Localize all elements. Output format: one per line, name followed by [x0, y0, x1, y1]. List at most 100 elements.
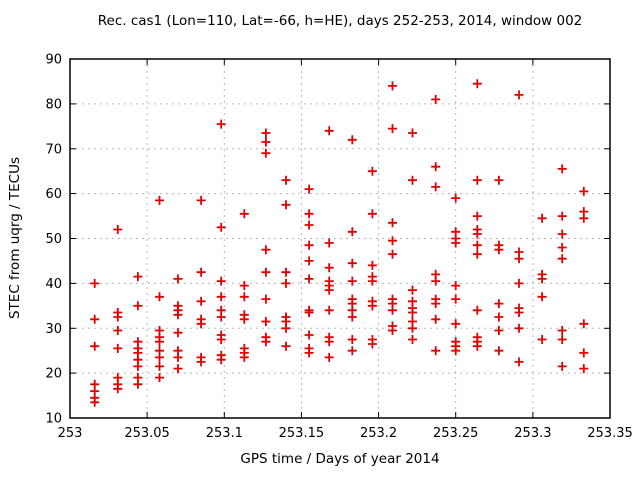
data-point [367, 301, 377, 311]
data-point [261, 137, 271, 147]
chart-title: Rec. cas1 (Lon=110, Lat=-66, h=HE), days… [97, 13, 583, 29]
data-point [537, 335, 547, 344]
data-point [90, 397, 100, 407]
data-point [113, 225, 123, 234]
data-point [196, 319, 206, 329]
data-point [472, 341, 482, 351]
data-point [557, 243, 567, 252]
data-point [431, 314, 441, 324]
data-point [388, 81, 397, 91]
data-point [514, 323, 524, 333]
y-tick-label: 30 [45, 322, 62, 337]
data-point [579, 186, 589, 196]
data-point [514, 308, 524, 317]
x-tick-label: 253.15 [279, 426, 325, 441]
y-tick-label: 50 [45, 232, 62, 247]
data-point [304, 274, 314, 284]
data-point [155, 292, 164, 302]
data-point [261, 337, 271, 347]
data-point [304, 330, 314, 340]
data-point [304, 308, 314, 317]
data-point [324, 305, 334, 315]
data-point [261, 148, 271, 158]
data-point [367, 166, 377, 176]
data-point [216, 335, 226, 344]
data-point [451, 294, 461, 304]
data-point [451, 319, 461, 329]
data-point [304, 209, 314, 219]
data-point [347, 258, 357, 268]
data-point [579, 364, 589, 374]
data-point [239, 209, 249, 219]
data-point [347, 276, 357, 286]
data-point [196, 296, 206, 306]
data-point [261, 294, 271, 304]
data-point [261, 317, 271, 326]
data-point [324, 126, 334, 136]
data-point [431, 346, 441, 356]
data-point [557, 254, 567, 264]
data-point [451, 193, 461, 203]
data-point [155, 361, 164, 371]
data-point [261, 128, 271, 138]
data-point [514, 254, 524, 264]
data-point [579, 213, 589, 223]
data-point [431, 182, 441, 192]
data-point [388, 249, 397, 259]
data-point [173, 310, 183, 320]
data-point [367, 209, 377, 219]
data-point [133, 379, 143, 389]
data-point [304, 348, 314, 358]
data-point [347, 335, 357, 344]
data-point [431, 276, 441, 286]
data-point [431, 94, 441, 104]
data-point [173, 352, 183, 362]
data-point [155, 352, 164, 362]
data-point [367, 339, 377, 349]
x-tick-label: 253.3 [514, 426, 551, 441]
x-tick-label: 253 [58, 426, 83, 441]
data-point [173, 364, 183, 374]
data-point [133, 301, 143, 311]
data-point [216, 119, 226, 129]
data-point [173, 328, 183, 338]
data-point [90, 341, 100, 351]
data-point [239, 292, 249, 302]
data-point [367, 260, 377, 270]
data-point [216, 276, 226, 286]
data-point [557, 326, 567, 335]
data-point [557, 211, 567, 221]
data-point [216, 312, 226, 322]
data-point [472, 229, 482, 239]
data-point [537, 213, 547, 223]
data-point [239, 352, 249, 362]
data-point [388, 124, 397, 134]
data-point [281, 200, 291, 210]
data-point [347, 227, 357, 237]
data-point [304, 220, 314, 230]
data-point [557, 335, 567, 344]
data-point [281, 323, 291, 333]
x-tick-label: 253.1 [206, 426, 243, 441]
data-point [388, 305, 397, 315]
y-tick-label: 90 [45, 53, 62, 68]
data-point [216, 355, 226, 365]
data-point [324, 263, 334, 273]
data-point [494, 299, 504, 309]
data-point [347, 346, 357, 356]
plot-frame [69, 58, 611, 419]
data-point [451, 346, 461, 356]
data-point [537, 274, 547, 284]
data-point [514, 90, 524, 100]
data-point [113, 312, 123, 322]
data-point [408, 285, 417, 295]
x-tick-label: 253.05 [124, 426, 170, 441]
data-point [304, 240, 314, 250]
y-tick-label: 80 [45, 97, 62, 112]
data-point [494, 312, 504, 322]
data-point [431, 162, 441, 172]
y-tick-label: 10 [45, 412, 62, 427]
data-point [304, 256, 314, 266]
data-point [472, 79, 482, 89]
